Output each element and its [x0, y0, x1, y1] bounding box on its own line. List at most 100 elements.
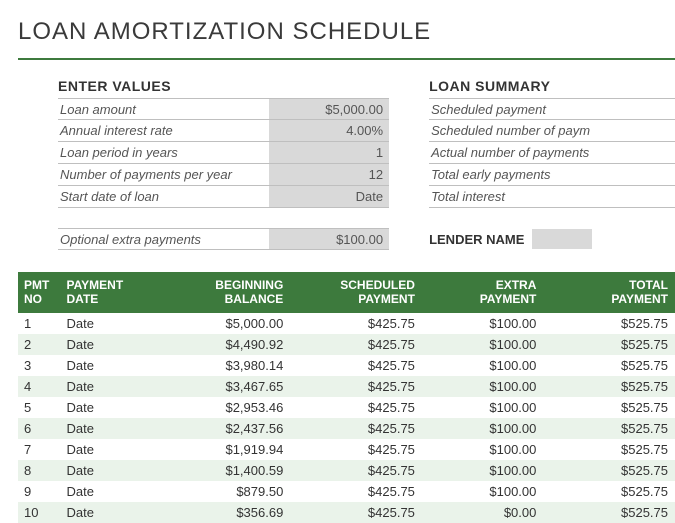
lender-name-row: LENDER NAME	[429, 228, 675, 250]
table-row: 3Date$3,980.14$425.75$100.00$525.75	[18, 355, 675, 376]
top-section: ENTER VALUES Loan amount$5,000.00Annual …	[18, 78, 675, 250]
table-cell: Date	[61, 313, 162, 334]
table-cell: $100.00	[425, 397, 546, 418]
table-cell: $425.75	[293, 481, 425, 502]
column-header: EXTRAPAYMENT	[425, 272, 546, 313]
table-cell: $425.75	[293, 355, 425, 376]
loan-summary-row: Scheduled number of paym	[429, 120, 675, 142]
table-cell: $100.00	[425, 481, 546, 502]
table-row: 9Date$879.50$425.75$100.00$525.75	[18, 481, 675, 502]
table-cell: $425.75	[293, 313, 425, 334]
table-cell: $100.00	[425, 334, 546, 355]
table-cell: 8	[18, 460, 61, 481]
table-cell: $1,919.94	[162, 439, 294, 460]
enter-values-row: Loan amount$5,000.00	[58, 98, 389, 120]
table-cell: $100.00	[425, 460, 546, 481]
table-cell: 4	[18, 376, 61, 397]
enter-values-input[interactable]: 12	[269, 164, 389, 185]
enter-values-row: Number of payments per year12	[58, 164, 389, 186]
table-cell: 3	[18, 355, 61, 376]
page-title: LOAN AMORTIZATION SCHEDULE	[18, 18, 675, 46]
enter-values-row: Annual interest rate4.00%	[58, 120, 389, 142]
table-cell: $425.75	[293, 418, 425, 439]
table-cell: $525.75	[546, 355, 675, 376]
amortization-table: PMTNOPAYMENTDATEBEGINNINGBALANCESCHEDULE…	[18, 272, 675, 523]
table-header-row: PMTNOPAYMENTDATEBEGINNINGBALANCESCHEDULE…	[18, 272, 675, 313]
column-header: PAYMENTDATE	[61, 272, 162, 313]
table-cell: $525.75	[546, 334, 675, 355]
table-cell: Date	[61, 355, 162, 376]
table-cell: $525.75	[546, 313, 675, 334]
loan-summary-row: Actual number of payments	[429, 142, 675, 164]
extra-payments-label: Optional extra payments	[58, 232, 269, 247]
loan-summary-row: Total interest	[429, 186, 675, 208]
title-divider	[18, 58, 675, 60]
enter-values-label: Loan amount	[58, 102, 269, 117]
table-cell: $525.75	[546, 376, 675, 397]
table-cell: $2,437.56	[162, 418, 294, 439]
table-cell: $5,000.00	[162, 313, 294, 334]
column-header: TOTALPAYMENT	[546, 272, 675, 313]
table-cell: $100.00	[425, 313, 546, 334]
table-row: 6Date$2,437.56$425.75$100.00$525.75	[18, 418, 675, 439]
table-cell: Date	[61, 334, 162, 355]
table-row: 2Date$4,490.92$425.75$100.00$525.75	[18, 334, 675, 355]
extra-payments-value[interactable]: $100.00	[269, 229, 389, 249]
table-row: 5Date$2,953.46$425.75$100.00$525.75	[18, 397, 675, 418]
table-cell: $425.75	[293, 376, 425, 397]
table-row: 1Date$5,000.00$425.75$100.00$525.75	[18, 313, 675, 334]
enter-values-input[interactable]: Date	[269, 186, 389, 207]
loan-summary-panel: LOAN SUMMARY Scheduled paymentScheduled …	[429, 78, 675, 250]
table-cell: 7	[18, 439, 61, 460]
table-cell: $1,400.59	[162, 460, 294, 481]
enter-values-input[interactable]: $5,000.00	[269, 99, 389, 119]
enter-values-panel: ENTER VALUES Loan amount$5,000.00Annual …	[58, 78, 389, 250]
table-cell: $525.75	[546, 460, 675, 481]
table-cell: $100.00	[425, 418, 546, 439]
table-cell: 2	[18, 334, 61, 355]
table-cell: Date	[61, 376, 162, 397]
enter-values-input[interactable]: 4.00%	[269, 120, 389, 141]
table-cell: $100.00	[425, 355, 546, 376]
table-cell: $425.75	[293, 334, 425, 355]
table-cell: 9	[18, 481, 61, 502]
table-cell: $879.50	[162, 481, 294, 502]
table-row: 7Date$1,919.94$425.75$100.00$525.75	[18, 439, 675, 460]
table-cell: $100.00	[425, 439, 546, 460]
lender-name-label: LENDER NAME	[429, 232, 524, 247]
enter-values-label: Start date of loan	[58, 189, 269, 204]
table-cell: $525.75	[546, 439, 675, 460]
table-cell: $425.75	[293, 397, 425, 418]
table-cell: Date	[61, 397, 162, 418]
table-cell: Date	[61, 481, 162, 502]
loan-summary-row: Total early payments	[429, 164, 675, 186]
table-row: 4Date$3,467.65$425.75$100.00$525.75	[18, 376, 675, 397]
table-cell: Date	[61, 460, 162, 481]
table-cell: $525.75	[546, 481, 675, 502]
table-cell: $425.75	[293, 460, 425, 481]
table-cell: $525.75	[546, 418, 675, 439]
loan-summary-heading: LOAN SUMMARY	[429, 78, 675, 94]
table-cell: $525.75	[546, 397, 675, 418]
table-cell: Date	[61, 418, 162, 439]
loan-summary-row: Scheduled payment	[429, 98, 675, 120]
extra-payments-row: Optional extra payments $100.00	[58, 228, 389, 250]
table-cell: $4,490.92	[162, 334, 294, 355]
table-cell: $425.75	[293, 439, 425, 460]
table-cell: $3,467.65	[162, 376, 294, 397]
column-header: SCHEDULEDPAYMENT	[293, 272, 425, 313]
enter-values-input[interactable]: 1	[269, 142, 389, 163]
table-cell: $100.00	[425, 376, 546, 397]
column-header: BEGINNINGBALANCE	[162, 272, 294, 313]
enter-values-row: Loan period in years1	[58, 142, 389, 164]
table-cell: $2,953.46	[162, 397, 294, 418]
enter-values-label: Number of payments per year	[58, 167, 269, 182]
table-cell: $3,980.14	[162, 355, 294, 376]
enter-values-label: Loan period in years	[58, 145, 269, 160]
table-cell: 6	[18, 418, 61, 439]
enter-values-heading: ENTER VALUES	[58, 78, 389, 94]
table-cell: Date	[61, 439, 162, 460]
enter-values-label: Annual interest rate	[58, 123, 269, 138]
enter-values-row: Start date of loanDate	[58, 186, 389, 208]
lender-name-input[interactable]	[532, 229, 592, 249]
